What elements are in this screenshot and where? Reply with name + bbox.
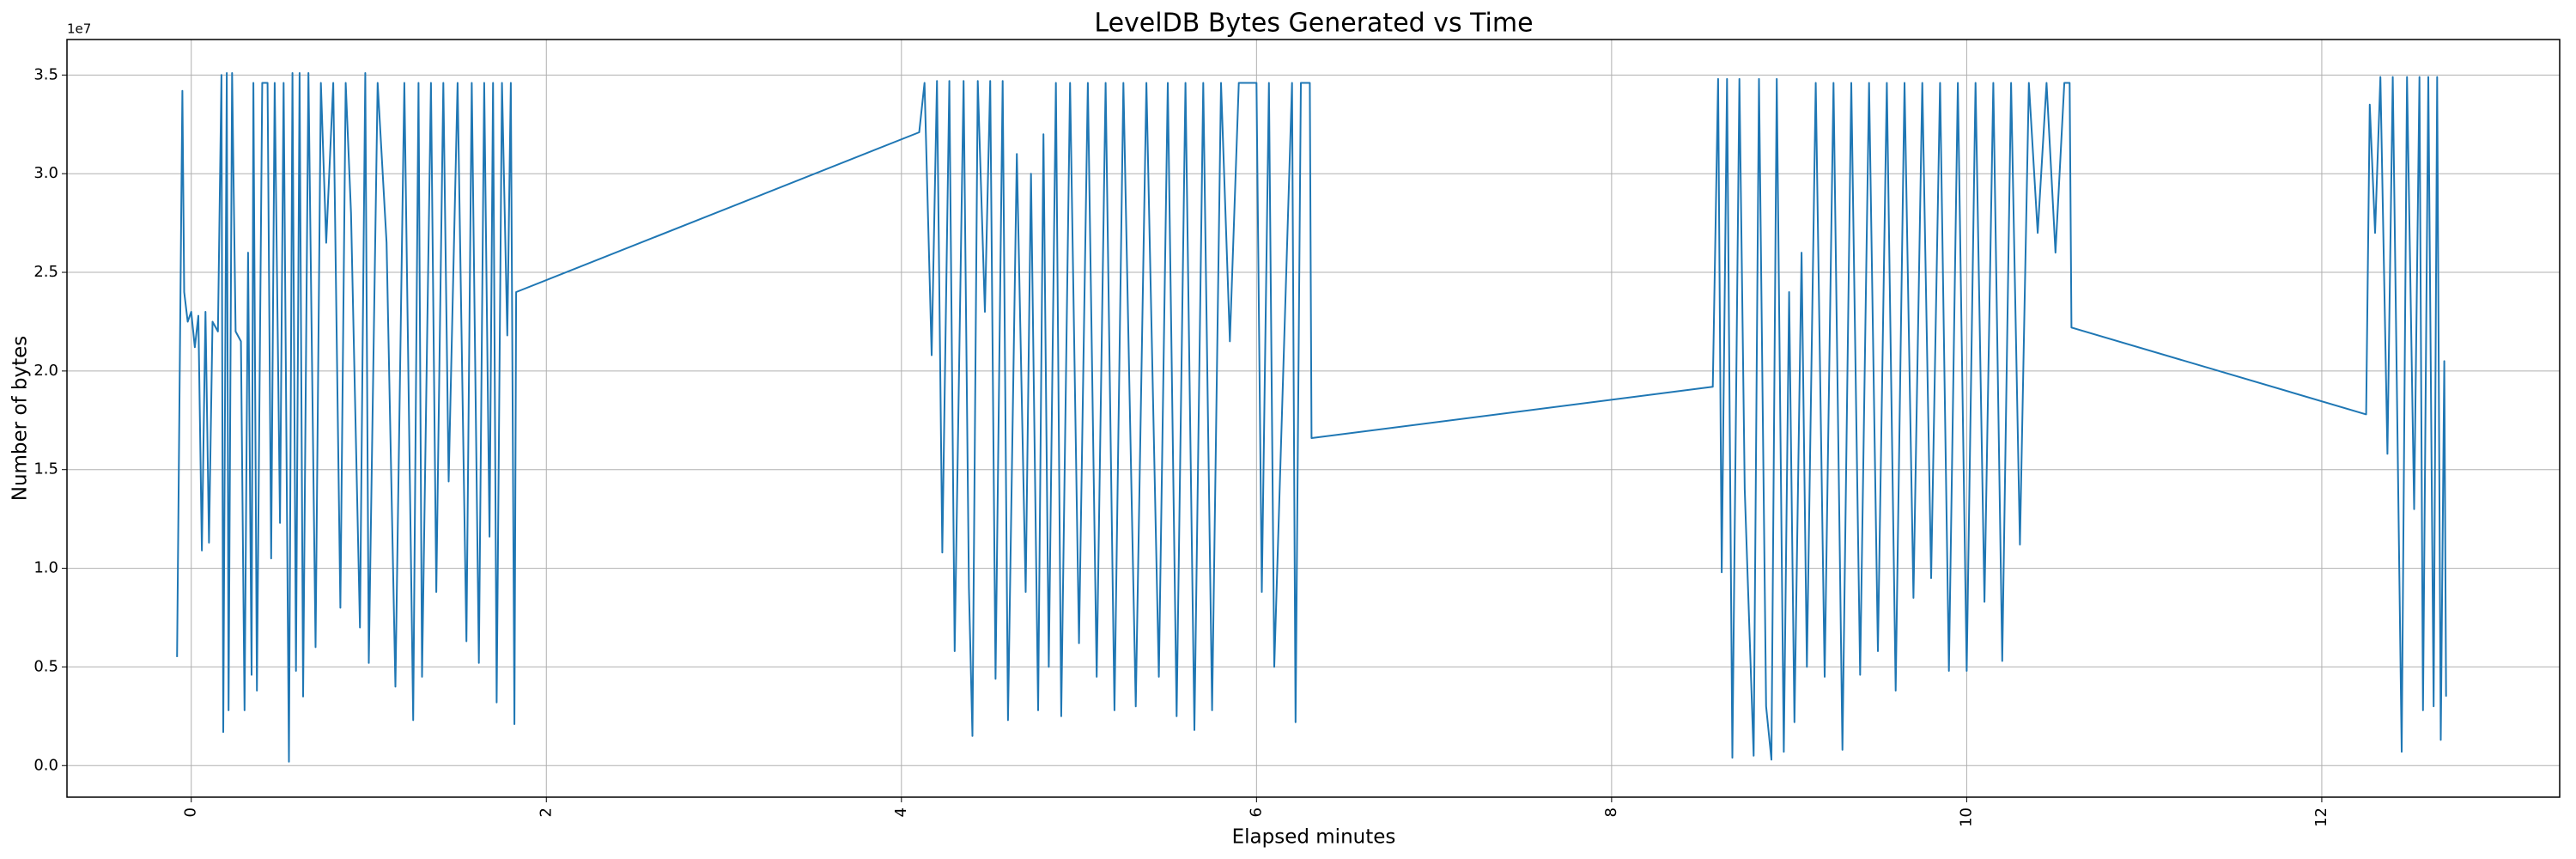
plot-frame: [66, 39, 2561, 798]
x-axis-label: Elapsed minutes: [1232, 826, 1396, 849]
y-tick-label: 3.0: [33, 164, 58, 182]
chart-title: LevelDB Bytes Generated vs Time: [1094, 9, 1533, 39]
y-offset-label: 1e7: [67, 21, 91, 37]
y-tick-label: 3.5: [33, 65, 58, 83]
x-tick-label: 8: [1602, 807, 1620, 817]
y-tick-label: 1.5: [33, 460, 58, 478]
x-tick-label: 2: [537, 807, 555, 817]
x-tick-label: 12: [2312, 807, 2330, 827]
y-tick-label: 0.5: [33, 657, 58, 675]
y-tick-label: 1.0: [33, 559, 58, 577]
data-line: [176, 72, 2447, 763]
y-tick-label: 2.5: [33, 263, 58, 281]
x-tick-label: 0: [182, 807, 200, 817]
x-tick-label: 4: [892, 807, 910, 817]
x-tick-label: 6: [1247, 807, 1265, 817]
y-tick-label: 2.0: [33, 362, 58, 380]
y-tick-label: 0.0: [33, 756, 58, 774]
y-axis-label: Number of bytes: [9, 336, 32, 502]
x-tick-label: 10: [1957, 807, 1975, 827]
